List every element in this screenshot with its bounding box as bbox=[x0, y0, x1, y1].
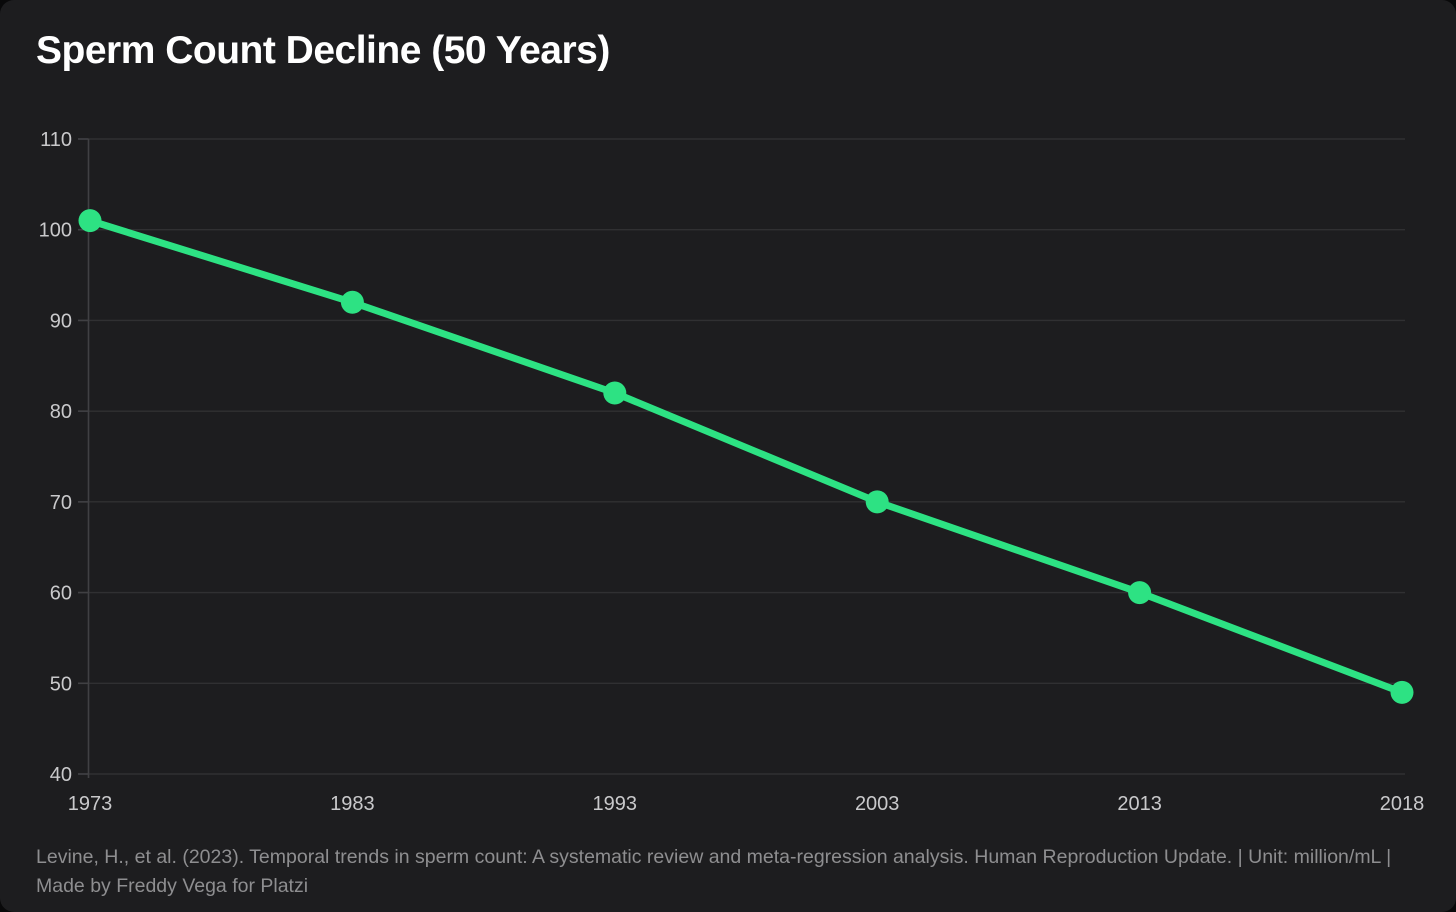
data-point[interactable] bbox=[340, 290, 364, 314]
data-point[interactable] bbox=[865, 490, 889, 514]
y-tick-label: 60 bbox=[50, 583, 72, 605]
y-tick-label: 100 bbox=[39, 220, 72, 242]
y-tick-label: 70 bbox=[50, 492, 72, 514]
y-tick-label: 40 bbox=[50, 764, 72, 786]
x-tick-label: 2013 bbox=[1117, 793, 1162, 815]
x-tick-label: 1973 bbox=[68, 793, 113, 815]
source-note: Levine, H., et al. (2023). Temporal tren… bbox=[36, 846, 1392, 897]
y-tick-label: 90 bbox=[50, 310, 72, 332]
chart-title: Sperm Count Decline (50 Years) bbox=[36, 29, 610, 72]
data-point[interactable] bbox=[78, 209, 102, 233]
y-tick-label: 80 bbox=[50, 401, 72, 423]
data-point[interactable] bbox=[1128, 581, 1152, 605]
data-point[interactable] bbox=[1390, 680, 1414, 704]
x-tick-label: 1993 bbox=[593, 793, 638, 815]
trend-line bbox=[86, 217, 1406, 696]
data-point[interactable] bbox=[603, 381, 627, 405]
x-tick-label: 2018 bbox=[1380, 793, 1425, 815]
y-tick-label: 50 bbox=[50, 673, 72, 695]
y-tick-label: 110 bbox=[40, 129, 72, 151]
x-tick-label: 2003 bbox=[855, 793, 900, 815]
x-tick-label: 1983 bbox=[330, 793, 375, 815]
